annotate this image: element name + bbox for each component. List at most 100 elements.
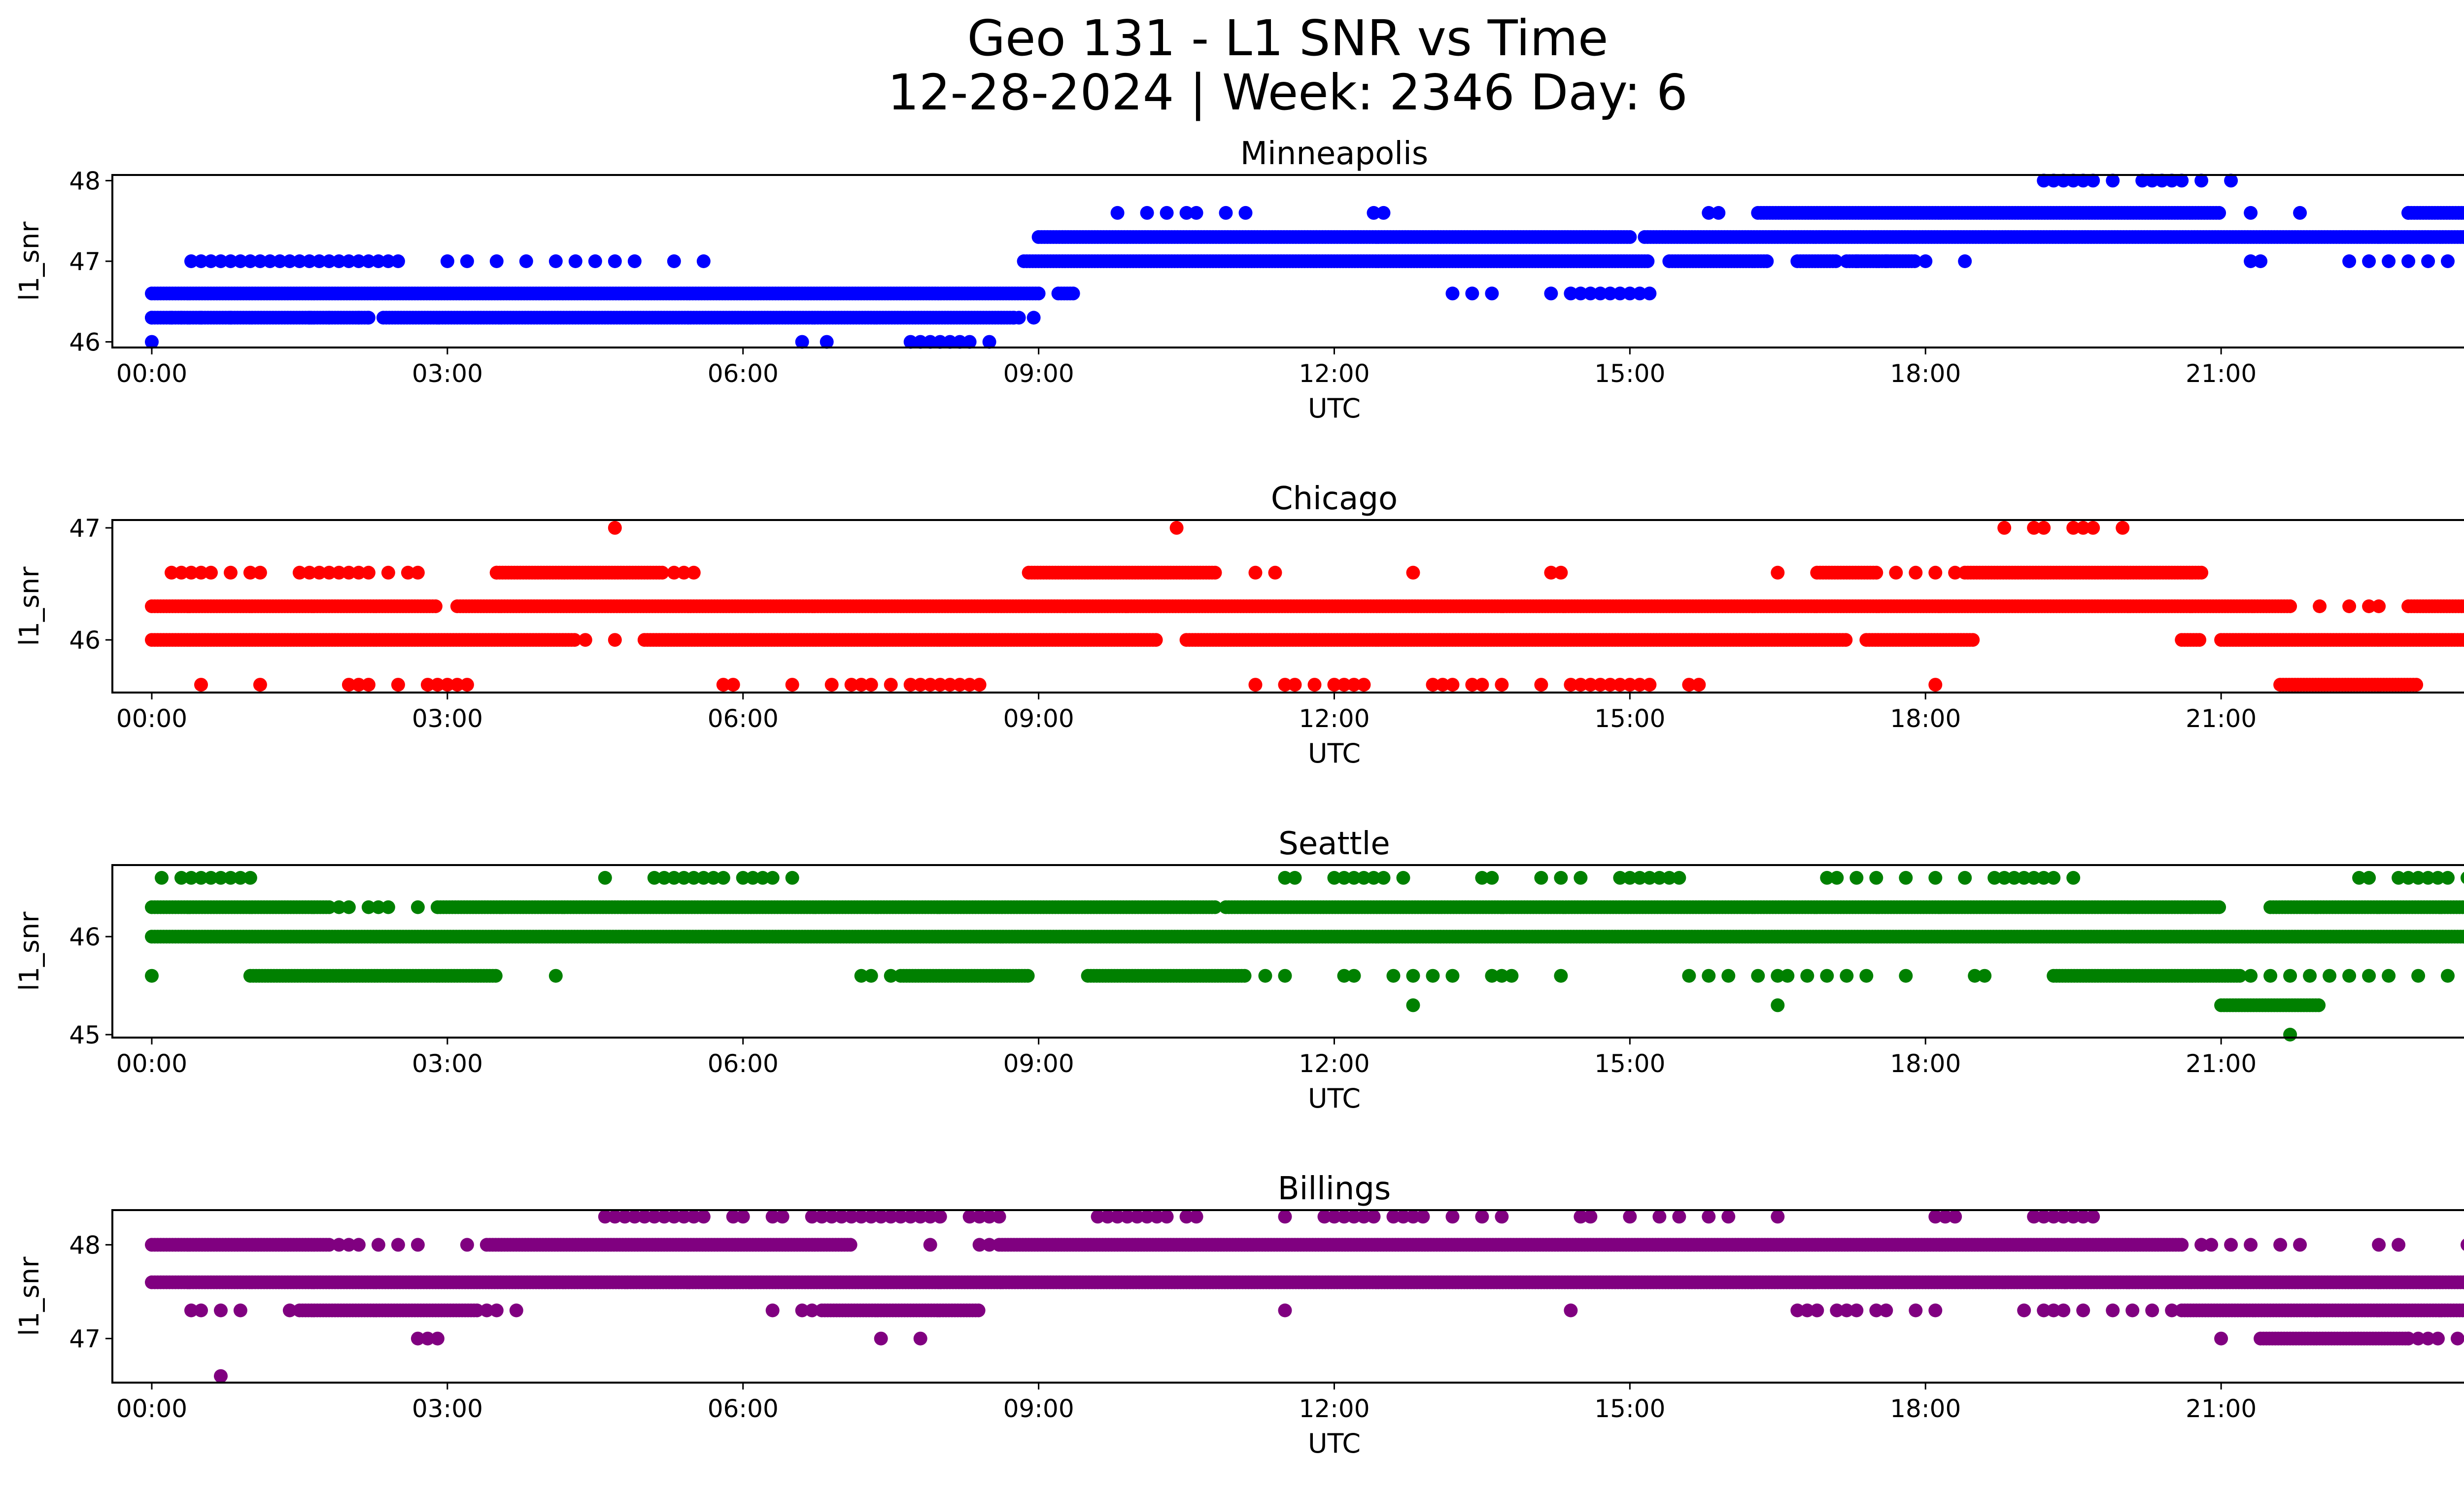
data-point [1711, 206, 1726, 220]
data-point [1918, 254, 1933, 268]
data-point [972, 678, 987, 692]
data-point [1966, 633, 1980, 647]
data-point [2342, 599, 2357, 613]
x-tick-label: 18:00 [1890, 359, 1961, 388]
data-point [253, 565, 267, 580]
data-point [489, 254, 504, 268]
data-point [1641, 254, 1655, 268]
data-point [548, 254, 563, 268]
data-point [1110, 206, 1125, 220]
data-point [322, 311, 336, 325]
data-point [194, 678, 208, 692]
y-tick-label: 47 [69, 514, 101, 543]
y-axis-label: l1_snr [14, 221, 45, 301]
data-point [1495, 678, 1509, 692]
data-point [1149, 633, 1163, 647]
x-tick-label: 18:00 [1890, 704, 1961, 733]
data-point [686, 565, 701, 580]
data-point [2037, 521, 2051, 535]
data-point [224, 565, 238, 580]
data-point [1376, 206, 1391, 220]
data-point [1643, 678, 1657, 692]
data-point [2460, 230, 2464, 243]
data-point [2283, 599, 2297, 613]
data-point [1357, 678, 1371, 692]
data-point [1928, 678, 1943, 692]
data-point [1288, 678, 1302, 692]
data-point [460, 254, 474, 268]
data-point [1406, 565, 1420, 580]
data-point [864, 678, 878, 692]
data-point [224, 311, 238, 325]
data-point [627, 254, 642, 268]
x-axis-label: UTC [1308, 393, 1361, 424]
data-point [440, 254, 454, 268]
data-point [1307, 678, 1322, 692]
data-point [1445, 678, 1460, 692]
data-point [1869, 565, 1883, 580]
x-tick-label: 09:00 [1003, 359, 1074, 388]
data-point [2401, 254, 2416, 268]
x-axis-label: UTC [1308, 738, 1361, 769]
data-point [302, 311, 316, 325]
data-point [2116, 521, 2130, 535]
data-point [785, 678, 799, 692]
data-point [726, 678, 740, 692]
data-point [361, 311, 376, 325]
data-point [1445, 286, 1460, 301]
data-point [2421, 254, 2435, 268]
data-point [1248, 678, 1263, 692]
data-point [1238, 206, 1253, 220]
data-point [2372, 599, 2386, 613]
x-tick-label: 03:00 [412, 704, 483, 733]
data-point [1544, 286, 1558, 301]
data-point [1219, 206, 1233, 220]
data-point [1908, 254, 1922, 268]
data-point [1692, 678, 1706, 692]
data-point [2086, 521, 2100, 535]
data-point [1760, 254, 1774, 268]
data-point [1554, 565, 1568, 580]
data-point [361, 565, 376, 580]
data-point [204, 565, 218, 580]
x-tick-label: 21:00 [2186, 359, 2257, 388]
data-point [489, 565, 504, 580]
data-point [2409, 678, 2424, 692]
figure-title-line-2: 12-28-2024 | Week: 2346 Day: 6 [888, 64, 1688, 121]
data-point [1849, 254, 1864, 268]
data-series [145, 174, 2464, 349]
data-point [1140, 206, 1154, 220]
data-point [608, 633, 622, 647]
subplot-title: Chicago [1271, 481, 1398, 517]
y-axis-label: l1_snr [14, 566, 45, 646]
data-point [1839, 633, 1853, 647]
data-point [2342, 254, 2357, 268]
data-point [1958, 254, 1972, 268]
x-tick-label: 00:00 [116, 359, 187, 388]
data-point [1248, 565, 1263, 580]
data-series [145, 521, 2464, 692]
y-tick-label: 47 [69, 247, 101, 276]
data-point [1889, 565, 1903, 580]
subplot-title: Seattle [1278, 826, 1390, 862]
data-point [1829, 254, 1843, 268]
data-point [428, 599, 443, 613]
data-point [1465, 286, 1479, 301]
data-point [608, 254, 622, 268]
data-point [391, 254, 405, 268]
data-point [1027, 311, 1041, 325]
data-point [2382, 254, 2396, 268]
data-point [2313, 599, 2327, 613]
data-point [588, 254, 602, 268]
data-point [2212, 206, 2226, 220]
data-point [2244, 206, 2258, 220]
data-point [2254, 254, 2268, 268]
x-tick-label: 06:00 [708, 704, 779, 733]
data-point [381, 565, 395, 580]
x-tick-label: 15:00 [1594, 359, 1665, 388]
data-point [1208, 565, 1222, 580]
data-point [1771, 565, 1785, 580]
